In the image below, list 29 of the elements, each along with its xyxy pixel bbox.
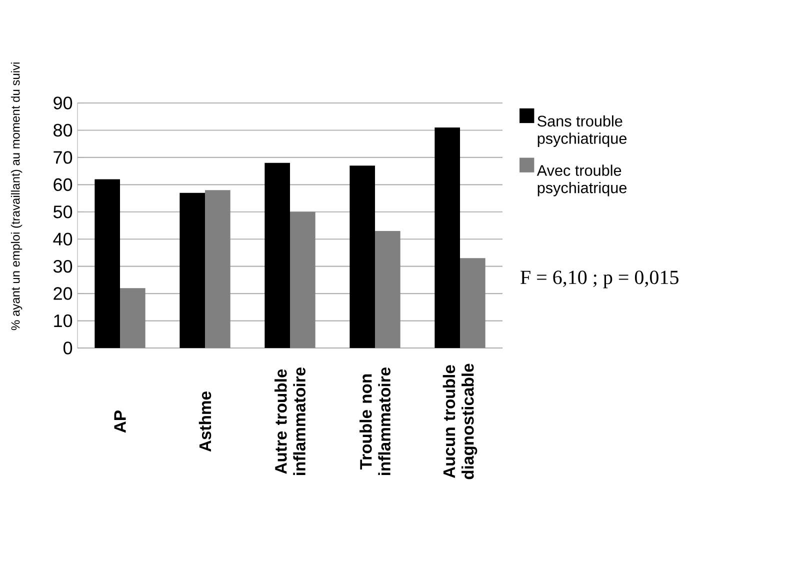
- y-tick-label: 90: [54, 96, 72, 110]
- y-tick-label: 30: [53, 260, 72, 273]
- x-tick-label: AP: [114, 410, 126, 433]
- y-tick-label: 50: [53, 206, 72, 218]
- y-tick-label: 80: [54, 124, 72, 137]
- x-tick-label: Trouble non inflammatoire: [360, 367, 390, 476]
- y-tick-label: 20: [54, 287, 72, 300]
- bar: [264, 162, 290, 348]
- text: F = 6,10 ; p = 0,015: [520, 270, 678, 288]
- y-axis-title: % ayant un emploi (travaillant) au moment du suivi: [10, 62, 22, 330]
- legend-label: Avec trouble psychiatrique: [536, 164, 626, 196]
- bar: [180, 192, 206, 348]
- bar: [290, 212, 316, 348]
- bar: [375, 230, 400, 348]
- x-tick-label: Asthme: [198, 392, 212, 452]
- bar: [120, 288, 146, 348]
- y-tick-label: 0: [63, 342, 72, 354]
- legend-label: Sans trouble psychiatrique: [538, 115, 626, 147]
- x-tick-label: Autre trouble inflammatoire: [274, 367, 306, 476]
- y-tick-label: 10: [54, 314, 72, 328]
- bar: [434, 128, 460, 348]
- bar: [205, 190, 230, 348]
- bar: [350, 166, 376, 348]
- y-tick-label: 60: [54, 178, 72, 192]
- bar: [460, 258, 486, 348]
- x-tick-label: Aucun trouble diagnosticable: [442, 364, 478, 480]
- y-tick-label: 70: [54, 151, 72, 164]
- bar: [94, 179, 120, 348]
- y-tick-label: 40: [53, 232, 72, 246]
